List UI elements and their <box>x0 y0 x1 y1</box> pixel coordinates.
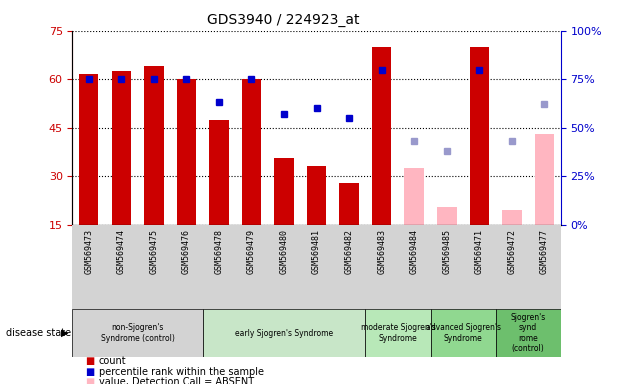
Text: GSM569474: GSM569474 <box>117 229 126 274</box>
Bar <box>112 71 131 225</box>
Text: count: count <box>99 356 127 366</box>
Text: GSM569481: GSM569481 <box>312 229 321 274</box>
Text: GSM569479: GSM569479 <box>247 229 256 274</box>
Bar <box>496 309 561 357</box>
Bar <box>430 309 496 357</box>
Bar <box>307 167 326 225</box>
Text: GSM569484: GSM569484 <box>410 229 419 274</box>
Bar <box>144 66 164 225</box>
Text: non-Sjogren's
Syndrome (control): non-Sjogren's Syndrome (control) <box>101 323 175 343</box>
Bar <box>242 79 261 225</box>
Text: value, Detection Call = ABSENT: value, Detection Call = ABSENT <box>99 377 254 384</box>
Text: GSM569482: GSM569482 <box>345 229 353 274</box>
Text: ▶: ▶ <box>60 328 68 338</box>
Bar <box>535 134 554 225</box>
Text: GSM569485: GSM569485 <box>442 229 451 274</box>
Bar <box>365 309 430 357</box>
Bar <box>340 183 359 225</box>
Bar <box>72 309 203 357</box>
Text: GSM569480: GSM569480 <box>280 229 289 274</box>
Text: GSM569477: GSM569477 <box>540 229 549 274</box>
Text: ■: ■ <box>85 356 94 366</box>
Bar <box>274 158 294 225</box>
Text: early Sjogren's Syndrome: early Sjogren's Syndrome <box>235 329 333 338</box>
Text: ■: ■ <box>85 377 94 384</box>
Text: GDS3940 / 224923_at: GDS3940 / 224923_at <box>207 13 360 27</box>
Bar <box>372 47 391 225</box>
Bar <box>437 207 457 225</box>
Bar <box>502 210 522 225</box>
Text: GSM569476: GSM569476 <box>182 229 191 274</box>
Bar <box>203 309 365 357</box>
Bar <box>176 79 196 225</box>
Bar <box>469 47 489 225</box>
Text: GSM569475: GSM569475 <box>149 229 158 274</box>
Text: GSM569473: GSM569473 <box>84 229 93 274</box>
Text: disease state: disease state <box>6 328 71 338</box>
Text: GSM569483: GSM569483 <box>377 229 386 274</box>
Text: GSM569472: GSM569472 <box>507 229 517 274</box>
Text: percentile rank within the sample: percentile rank within the sample <box>99 367 264 377</box>
Text: advanced Sjogren's
Syndrome: advanced Sjogren's Syndrome <box>425 323 501 343</box>
Text: Sjogren's
synd
rome
(control): Sjogren's synd rome (control) <box>510 313 546 353</box>
Text: GSM569471: GSM569471 <box>475 229 484 274</box>
Bar <box>404 168 424 225</box>
Text: moderate Sjogren's
Syndrome: moderate Sjogren's Syndrome <box>360 323 435 343</box>
Text: ■: ■ <box>85 367 94 377</box>
Bar <box>209 119 229 225</box>
Bar <box>79 74 98 225</box>
Text: GSM569478: GSM569478 <box>214 229 224 274</box>
